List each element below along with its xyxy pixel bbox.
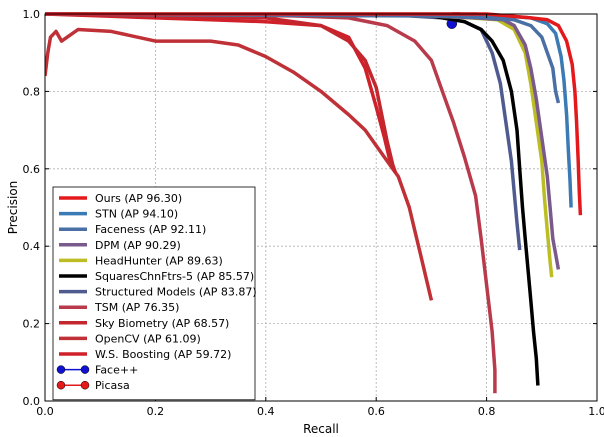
series-ours	[45, 12, 583, 216]
legend: Ours (AP 96.30) STN (AP 94.10) Faceness (A…	[52, 186, 257, 401]
series-faceness	[45, 12, 561, 104]
series-line	[45, 12, 497, 394]
series-line	[45, 12, 540, 386]
legend-item: STN (AP 94.10)	[59, 208, 178, 221]
series-squareschnftrs5	[45, 12, 540, 386]
legend-label: HeadHunter (AP 89.63)	[95, 254, 223, 267]
legend-item: Structured Models (AP 83.87)	[59, 286, 257, 299]
legend-marker	[56, 380, 66, 390]
series-layer	[45, 12, 583, 394]
legend-label: Faceness (AP 92.11)	[95, 223, 206, 236]
legend-box	[52, 186, 256, 401]
legend-label: DPM (AP 90.29)	[95, 239, 181, 252]
y-tick-label: 0.8	[23, 85, 41, 98]
legend-label: Face++	[95, 364, 138, 377]
series-line	[45, 12, 561, 104]
legend-item: TSM (AP 76.35)	[59, 301, 179, 314]
y-tick-label: 0.2	[23, 318, 41, 331]
y-tick-label: 0.0	[23, 395, 41, 408]
legend-item: Ours (AP 96.30)	[59, 192, 182, 205]
x-axis-label: Recall	[303, 422, 339, 436]
legend-item: Faceness (AP 92.11)	[59, 223, 206, 236]
legend-item: OpenCV (AP 61.09)	[59, 332, 201, 345]
legend-item: W.S. Boosting (AP 59.72)	[59, 348, 231, 361]
legend-item: Face++	[56, 364, 138, 377]
legend-label: W.S. Boosting (AP 59.72)	[95, 348, 231, 361]
series-line	[45, 12, 583, 216]
y-tick-label: 0.6	[23, 163, 41, 176]
plot-frame	[44, 13, 598, 402]
series-tsm	[45, 12, 497, 394]
legend-item: HeadHunter (AP 89.63)	[59, 254, 223, 267]
series-sky	[45, 12, 398, 174]
x-tick-label: 0.4	[257, 405, 275, 418]
series-opencv	[45, 27, 434, 301]
x-tick-label: 0.0	[36, 405, 54, 418]
legend-item: Sky Biometry (AP 68.57)	[59, 317, 229, 330]
x-tick-label: 1.0	[588, 405, 604, 418]
legend-marker	[80, 380, 90, 390]
legend-marker	[56, 365, 66, 374]
ticks: 0.0 0.2 0.4 0.6 0.8 1.0 0.0 0.2 0.4 0.6 0.8 1.0	[23, 8, 604, 418]
legend-label: STN (AP 94.10)	[95, 208, 178, 221]
legend-label: Picasa	[95, 379, 130, 392]
x-tick-label: 0.2	[147, 405, 165, 418]
legend-label: Ours (AP 96.30)	[95, 192, 182, 205]
legend-marker	[80, 365, 90, 374]
legend-item: DPM (AP 90.29)	[59, 239, 181, 252]
series-line	[45, 12, 398, 174]
legend-item: Picasa	[56, 379, 130, 392]
legend-label: TSM (AP 76.35)	[94, 301, 179, 314]
series-line	[45, 27, 434, 301]
legend-label: Structured Models (AP 83.87)	[95, 286, 257, 299]
y-tick-label: 1.0	[23, 8, 41, 21]
x-tick-label: 0.8	[478, 405, 496, 418]
legend-label: SquaresChnFtrs-5 (AP 85.57)	[95, 270, 254, 283]
legend-label: OpenCV (AP 61.09)	[95, 332, 201, 345]
x-tick-label: 0.6	[367, 405, 385, 418]
legend-label: Sky Biometry (AP 68.57)	[95, 317, 229, 330]
y-tick-label: 0.4	[23, 240, 41, 253]
y-axis-label: Precision	[6, 181, 20, 235]
legend-item: SquaresChnFtrs-5 (AP 85.57)	[59, 270, 254, 283]
